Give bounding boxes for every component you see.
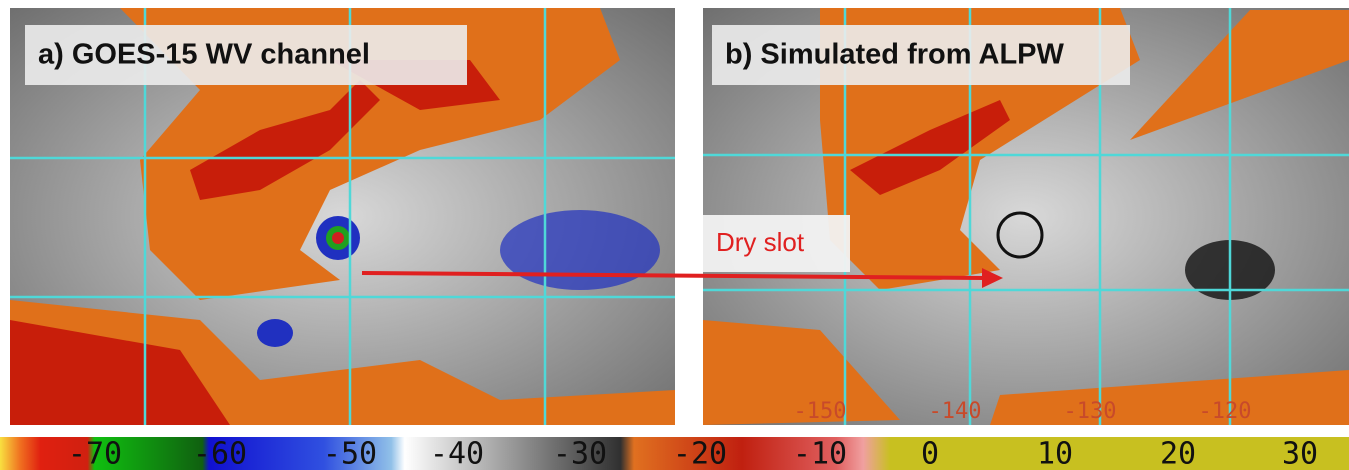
annotation: Dry slot [716,227,805,257]
colorbar-tick-label: -30 [553,437,607,470]
colorbar-tick-label: 0 [921,437,939,470]
panel-a-image: a) GOES-15 WV channel [10,8,675,425]
longitude-label: -150 [794,399,847,424]
figure: a) GOES-15 WV channel b) Simulated from … [0,0,1349,470]
colorbar-tick-label: -10 [793,437,847,470]
longitude-label: -120 [1199,399,1252,424]
colorbar-tick-label: 10 [1037,437,1073,470]
colorbar-tick-label: -40 [430,437,484,470]
colorbar-tick-label: -50 [323,437,377,470]
colorbar-tick-label: -20 [673,437,727,470]
longitude-label: -140 [929,399,982,424]
panel-label: b) Simulated from ALPW [725,39,1064,71]
colorbar-tick-label: 20 [1160,437,1196,470]
colorbar-tick-label: -60 [193,437,247,470]
colorbar-tick-label: 30 [1282,437,1318,470]
colorbar-tick-label: -70 [68,437,122,470]
longitude-label: -130 [1064,399,1117,424]
panel-label: a) GOES-15 WV channel [38,39,370,71]
